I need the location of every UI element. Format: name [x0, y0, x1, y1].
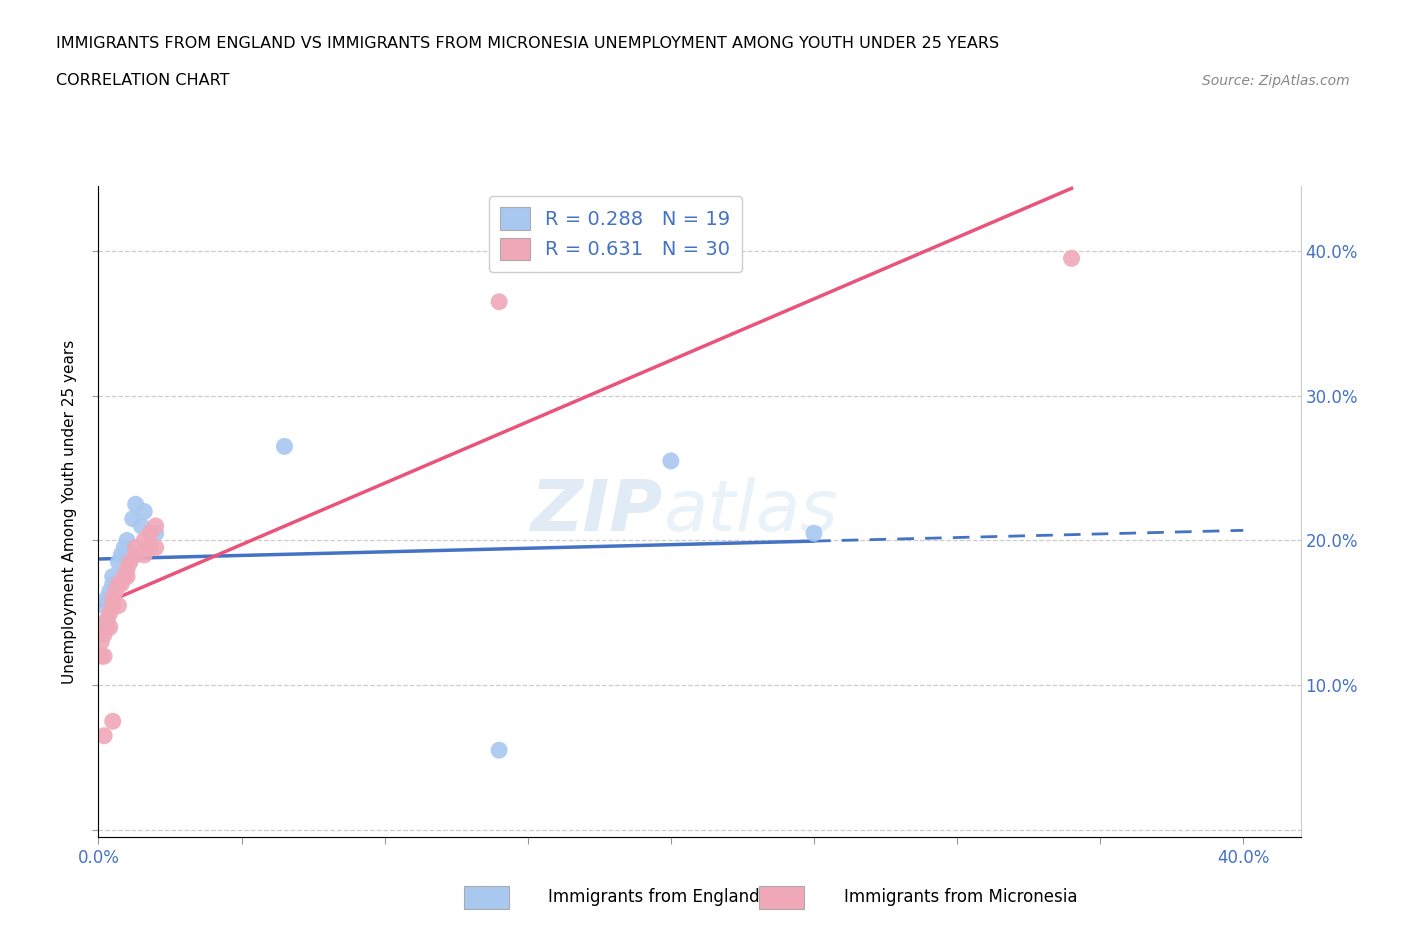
- Point: [145, 540, 167, 555]
- Point: [93, 649, 115, 664]
- Text: Immigrants from Micronesia: Immigrants from Micronesia: [844, 888, 1077, 907]
- Point: [90, 649, 112, 664]
- Text: atlas: atlas: [664, 477, 838, 546]
- Point: [101, 577, 124, 591]
- Point: [118, 554, 141, 569]
- Point: [273, 439, 295, 454]
- Text: ZIP: ZIP: [531, 477, 664, 546]
- Point: [96, 591, 118, 605]
- Point: [121, 512, 143, 526]
- Point: [107, 554, 129, 569]
- Point: [131, 519, 153, 534]
- Point: [90, 634, 112, 649]
- Text: CORRELATION CHART: CORRELATION CHART: [56, 73, 229, 88]
- Point: [488, 743, 510, 758]
- Point: [134, 504, 156, 519]
- Point: [112, 540, 135, 555]
- Point: [112, 569, 135, 584]
- Point: [134, 548, 156, 563]
- Point: [145, 519, 167, 534]
- Point: [803, 525, 825, 540]
- Point: [659, 454, 682, 469]
- Point: [139, 525, 162, 540]
- Point: [101, 598, 124, 613]
- Point: [93, 627, 115, 642]
- Point: [98, 619, 121, 634]
- Point: [96, 613, 118, 628]
- Legend: R = 0.288   N = 19, R = 0.631   N = 30: R = 0.288 N = 19, R = 0.631 N = 30: [489, 195, 742, 272]
- Text: IMMIGRANTS FROM ENGLAND VS IMMIGRANTS FROM MICRONESIA UNEMPLOYMENT AMONG YOUTH U: IMMIGRANTS FROM ENGLAND VS IMMIGRANTS FR…: [56, 36, 1000, 51]
- Point: [101, 714, 124, 729]
- Point: [110, 577, 132, 591]
- Point: [107, 598, 129, 613]
- Point: [124, 497, 146, 512]
- Point: [115, 533, 138, 548]
- Point: [488, 294, 510, 309]
- Point: [124, 540, 146, 555]
- Point: [110, 548, 132, 563]
- Point: [96, 619, 118, 634]
- Point: [134, 533, 156, 548]
- Y-axis label: Unemployment Among Youth under 25 years: Unemployment Among Youth under 25 years: [62, 339, 77, 684]
- Text: Immigrants from England: Immigrants from England: [548, 888, 761, 907]
- Point: [139, 540, 162, 555]
- Point: [107, 577, 129, 591]
- Point: [101, 569, 124, 584]
- Point: [145, 525, 167, 540]
- Point: [93, 598, 115, 613]
- Point: [96, 613, 118, 628]
- Point: [98, 605, 121, 620]
- Point: [124, 548, 146, 563]
- Point: [93, 728, 115, 743]
- Point: [115, 562, 138, 577]
- Text: Source: ZipAtlas.com: Source: ZipAtlas.com: [1202, 74, 1350, 88]
- Point: [1060, 251, 1083, 266]
- Point: [115, 569, 138, 584]
- Point: [104, 584, 127, 599]
- Point: [101, 591, 124, 605]
- Point: [98, 584, 121, 599]
